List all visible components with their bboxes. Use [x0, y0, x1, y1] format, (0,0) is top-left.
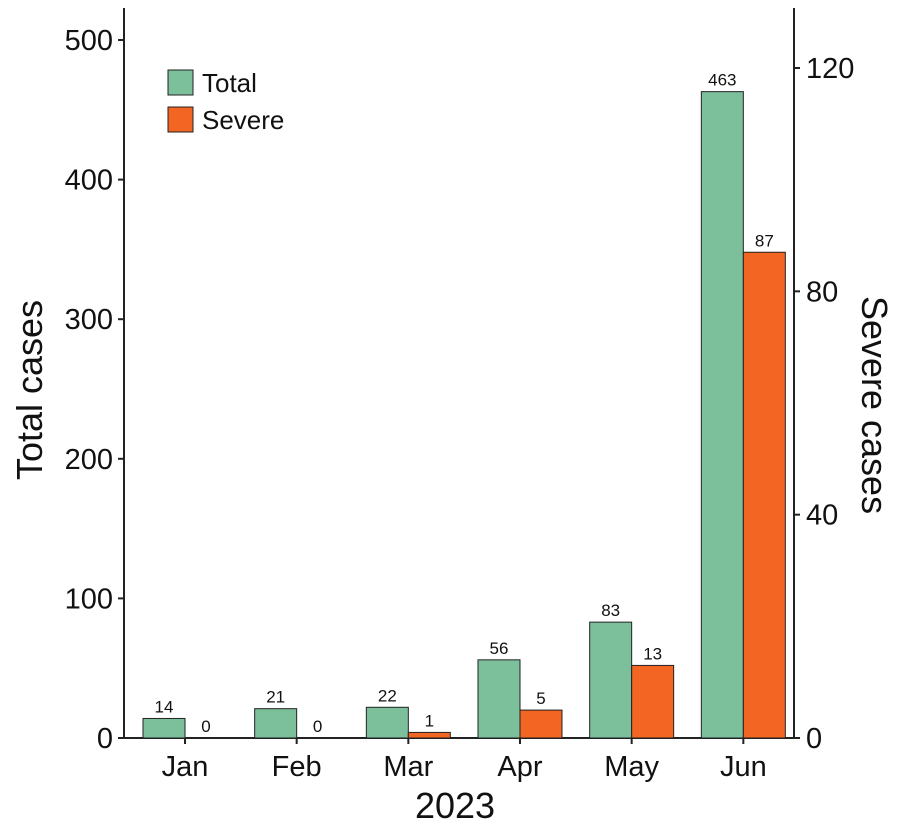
x-tick-label: Jan — [162, 751, 209, 783]
bar-value-label: 56 — [490, 639, 509, 658]
bar-total-feb — [254, 708, 298, 739]
y-tick-label: 200 — [65, 444, 113, 476]
y2-axis-title: Severe cases — [854, 296, 895, 514]
y-tick-label: 100 — [65, 583, 113, 615]
y2-tick-label: 80 — [806, 276, 838, 308]
x-tick-label: Apr — [497, 751, 542, 783]
bar-value-label: 463 — [708, 71, 736, 90]
bar-total-mar — [365, 706, 409, 739]
axes — [118, 8, 800, 744]
bar-total-jan — [142, 717, 186, 739]
legend-swatch-total — [167, 69, 194, 96]
legend-label-total: Total — [202, 68, 257, 98]
bar-value-labels: 14 0 21 0 22 1 56 5 83 13 463 87 — [155, 71, 774, 736]
bar-value-label: 0 — [201, 717, 210, 736]
y2-tick-label: 120 — [806, 53, 854, 85]
x-axis-title: 2023 — [415, 785, 495, 826]
bar-value-label: 22 — [378, 686, 397, 705]
y-axis-title: Total cases — [9, 300, 50, 480]
bar-total-jun — [700, 91, 744, 739]
bars — [142, 91, 786, 739]
bar-value-label: 14 — [155, 697, 174, 716]
x-tick-label: Mar — [383, 751, 433, 783]
y-tick-label: 500 — [65, 25, 113, 57]
bar-value-label: 87 — [755, 231, 774, 250]
legend: Total Severe — [167, 68, 284, 135]
y-tick-label: 0 — [97, 723, 113, 755]
y2-tick-label: 0 — [806, 723, 822, 755]
bar-value-label: 1 — [425, 711, 434, 730]
bar-value-label: 21 — [266, 688, 285, 707]
y-tick-label: 300 — [65, 304, 113, 336]
bar-total-apr — [477, 659, 521, 739]
y-tick-label: 400 — [65, 165, 113, 197]
y2-tick-label: 40 — [806, 500, 838, 532]
bar-severe-mar — [407, 731, 451, 739]
legend-swatch-severe — [167, 106, 194, 133]
bar-value-label: 83 — [601, 601, 620, 620]
bar-severe-jun — [742, 251, 786, 739]
bar-value-label: 0 — [313, 717, 322, 736]
bar-value-label: 13 — [643, 644, 662, 663]
x-tick-label: Feb — [272, 751, 322, 783]
x-tick-label: May — [604, 751, 659, 783]
x-tick-label: Jun — [720, 751, 767, 783]
bar-value-label: 5 — [536, 689, 545, 708]
bar-severe-apr — [519, 709, 563, 739]
legend-label-severe: Severe — [202, 105, 284, 135]
bar-severe-may — [631, 664, 675, 739]
bar-total-may — [589, 621, 633, 739]
